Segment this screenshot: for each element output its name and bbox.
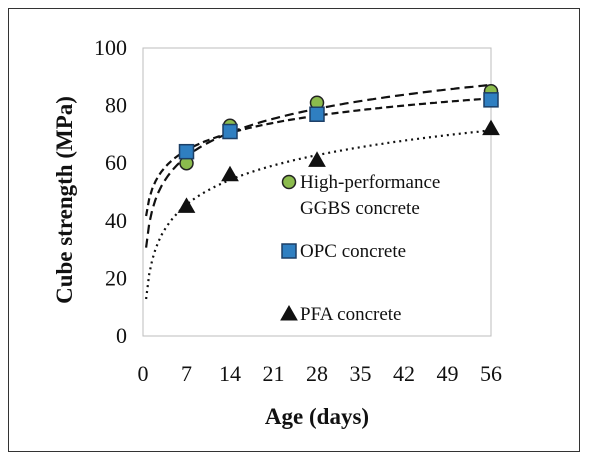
- legend-marker-series-1: [281, 174, 297, 190]
- axis-labels: Age (days) Cube strength (MPa): [52, 96, 369, 429]
- x-tick-label: 7: [181, 361, 192, 386]
- y-tick-label: 0: [116, 323, 127, 348]
- data-point-series-3: [308, 151, 326, 167]
- x-tick-label: 14: [219, 361, 241, 386]
- figure-frame: [8, 8, 580, 452]
- y-axis-title: Cube strength (MPa): [52, 96, 77, 304]
- data-point-series-3: [482, 119, 500, 136]
- x-tick-label: 49: [437, 361, 459, 386]
- legend-label-series-2: OPC concrete: [300, 241, 406, 262]
- trendline-series-2: [145, 97, 492, 217]
- legend: High-performance GGBS concrete OPC concret…: [280, 172, 440, 325]
- x-axis-title: Age (days): [265, 404, 369, 429]
- legend-label-series-1: High-performance: [300, 172, 440, 193]
- data-point-series-3: [221, 165, 239, 182]
- x-tick-label: 28: [306, 361, 328, 386]
- y-tick-label: 40: [105, 208, 127, 233]
- y-tick-label: 20: [105, 265, 127, 290]
- legend-label-series-3: PFA concrete: [300, 304, 402, 325]
- legend-marker-series-2: [281, 243, 297, 259]
- x-tick-label: 56: [480, 361, 502, 386]
- data-point-series-3: [177, 197, 196, 213]
- x-tick-label: 35: [350, 361, 372, 386]
- data-markers: [177, 83, 500, 213]
- data-point-series-2: [309, 106, 325, 122]
- y-tick-label: 80: [105, 93, 127, 118]
- trendline-series-3: [145, 129, 492, 300]
- axes: 0 7 14 21 28 35 42 49 56 0 20 40 60 80 100: [94, 35, 502, 386]
- legend-label-series-1: GGBS concrete: [300, 198, 420, 219]
- x-tick-label: 0: [138, 361, 149, 386]
- plot-area: [142, 47, 492, 337]
- legend-marker-series-3: [280, 304, 298, 321]
- y-tick-label: 100: [94, 35, 127, 60]
- data-point-series-2: [178, 143, 195, 160]
- data-point-series-2: [222, 123, 238, 140]
- x-tick-label: 21: [263, 361, 285, 386]
- y-tick-label: 60: [105, 150, 127, 175]
- x-tick-label: 42: [393, 361, 415, 386]
- data-point-series-2: [483, 92, 499, 108]
